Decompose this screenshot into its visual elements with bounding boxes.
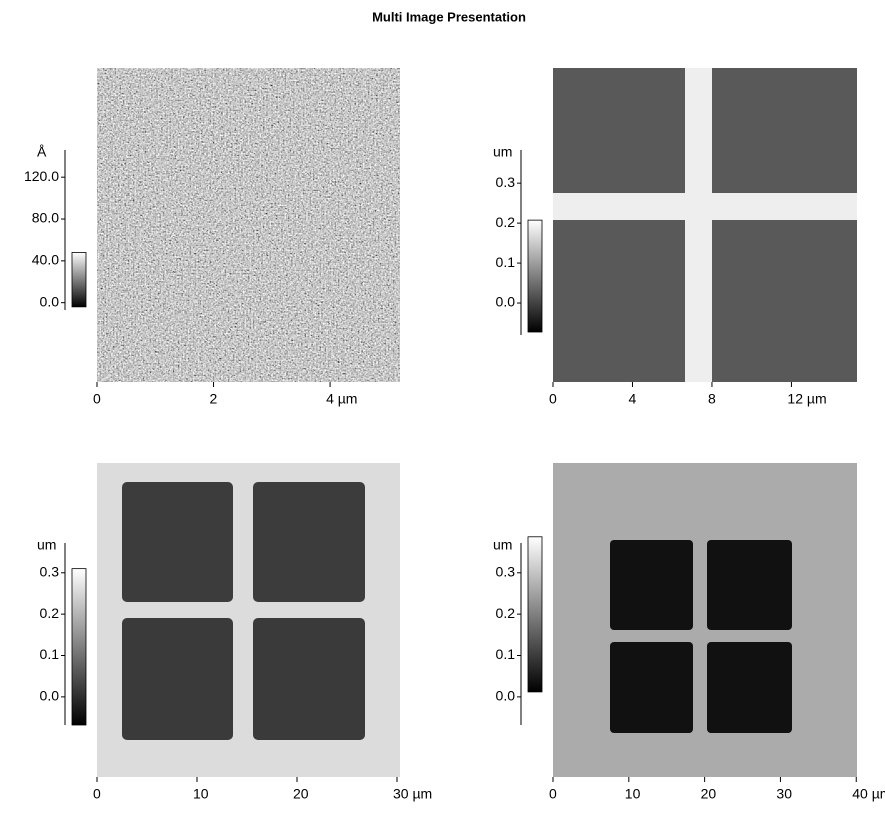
x-tick-label: 4 (628, 391, 636, 407)
page: {"title": "Multi Image Presentation", "c… (0, 0, 885, 840)
image-2 (553, 68, 857, 382)
colorbar (528, 220, 542, 332)
colorbar-tick-label: 0.1 (496, 646, 516, 662)
x-tick-label: 0 (93, 391, 101, 407)
colorbar-tick-label: 0.3 (40, 563, 60, 579)
x-tick-label: 8 (708, 391, 716, 407)
colorbar-tick-label: 0.0 (496, 294, 516, 310)
x-tick-label: 10 (625, 786, 641, 802)
x-tick-label: 0 (549, 391, 557, 407)
x-tick-label: 40 µm (852, 786, 885, 802)
x-tick-label: 30 µm (393, 786, 432, 802)
colorbar-unit: um (493, 537, 512, 553)
x-tick-label: 2 (210, 391, 218, 407)
colorbar (72, 252, 86, 306)
colorbar-tick-label: 0.2 (496, 214, 516, 230)
x-tick-label: 0 (93, 786, 101, 802)
x-tick-label: 30 (776, 786, 792, 802)
colorbar-tick-label: 0.3 (496, 563, 516, 579)
colorbar-tick-label: 0.2 (40, 605, 60, 621)
colorbar (528, 537, 542, 692)
x-tick-label: 0 (549, 786, 557, 802)
colorbar-tick-label: 120.0 (24, 168, 59, 184)
colorbar-tick-label: 0.3 (496, 174, 516, 190)
x-tick-label: 10 (193, 786, 209, 802)
x-tick-label: 20 (293, 786, 309, 802)
colorbar-tick-label: 0.0 (496, 688, 516, 704)
colorbar (72, 569, 86, 725)
figure: Multi Image Presentation 024 µmÅ0.040.08… (0, 0, 885, 835)
colorbar-tick-label: 0.1 (496, 254, 516, 270)
x-tick-label: 20 (701, 786, 717, 802)
image-4 (553, 463, 857, 777)
image-3 (97, 463, 400, 777)
colorbar-tick-label: 0.2 (496, 605, 516, 621)
colorbar-tick-label: 0.1 (40, 646, 60, 662)
figure-title: Multi Image Presentation (372, 9, 526, 24)
colorbar-tick-label: 40.0 (32, 252, 59, 268)
colorbar-unit: um (493, 144, 512, 160)
image-1 (97, 68, 400, 382)
x-tick-label: 12 µm (787, 391, 826, 407)
colorbar-tick-label: 80.0 (32, 210, 59, 226)
colorbar-unit: Å (37, 144, 47, 160)
colorbar-tick-label: 0.0 (40, 688, 60, 704)
x-tick-label: 4 µm (326, 391, 357, 407)
colorbar-unit: um (37, 537, 56, 553)
colorbar-tick-label: 0.0 (40, 293, 60, 309)
